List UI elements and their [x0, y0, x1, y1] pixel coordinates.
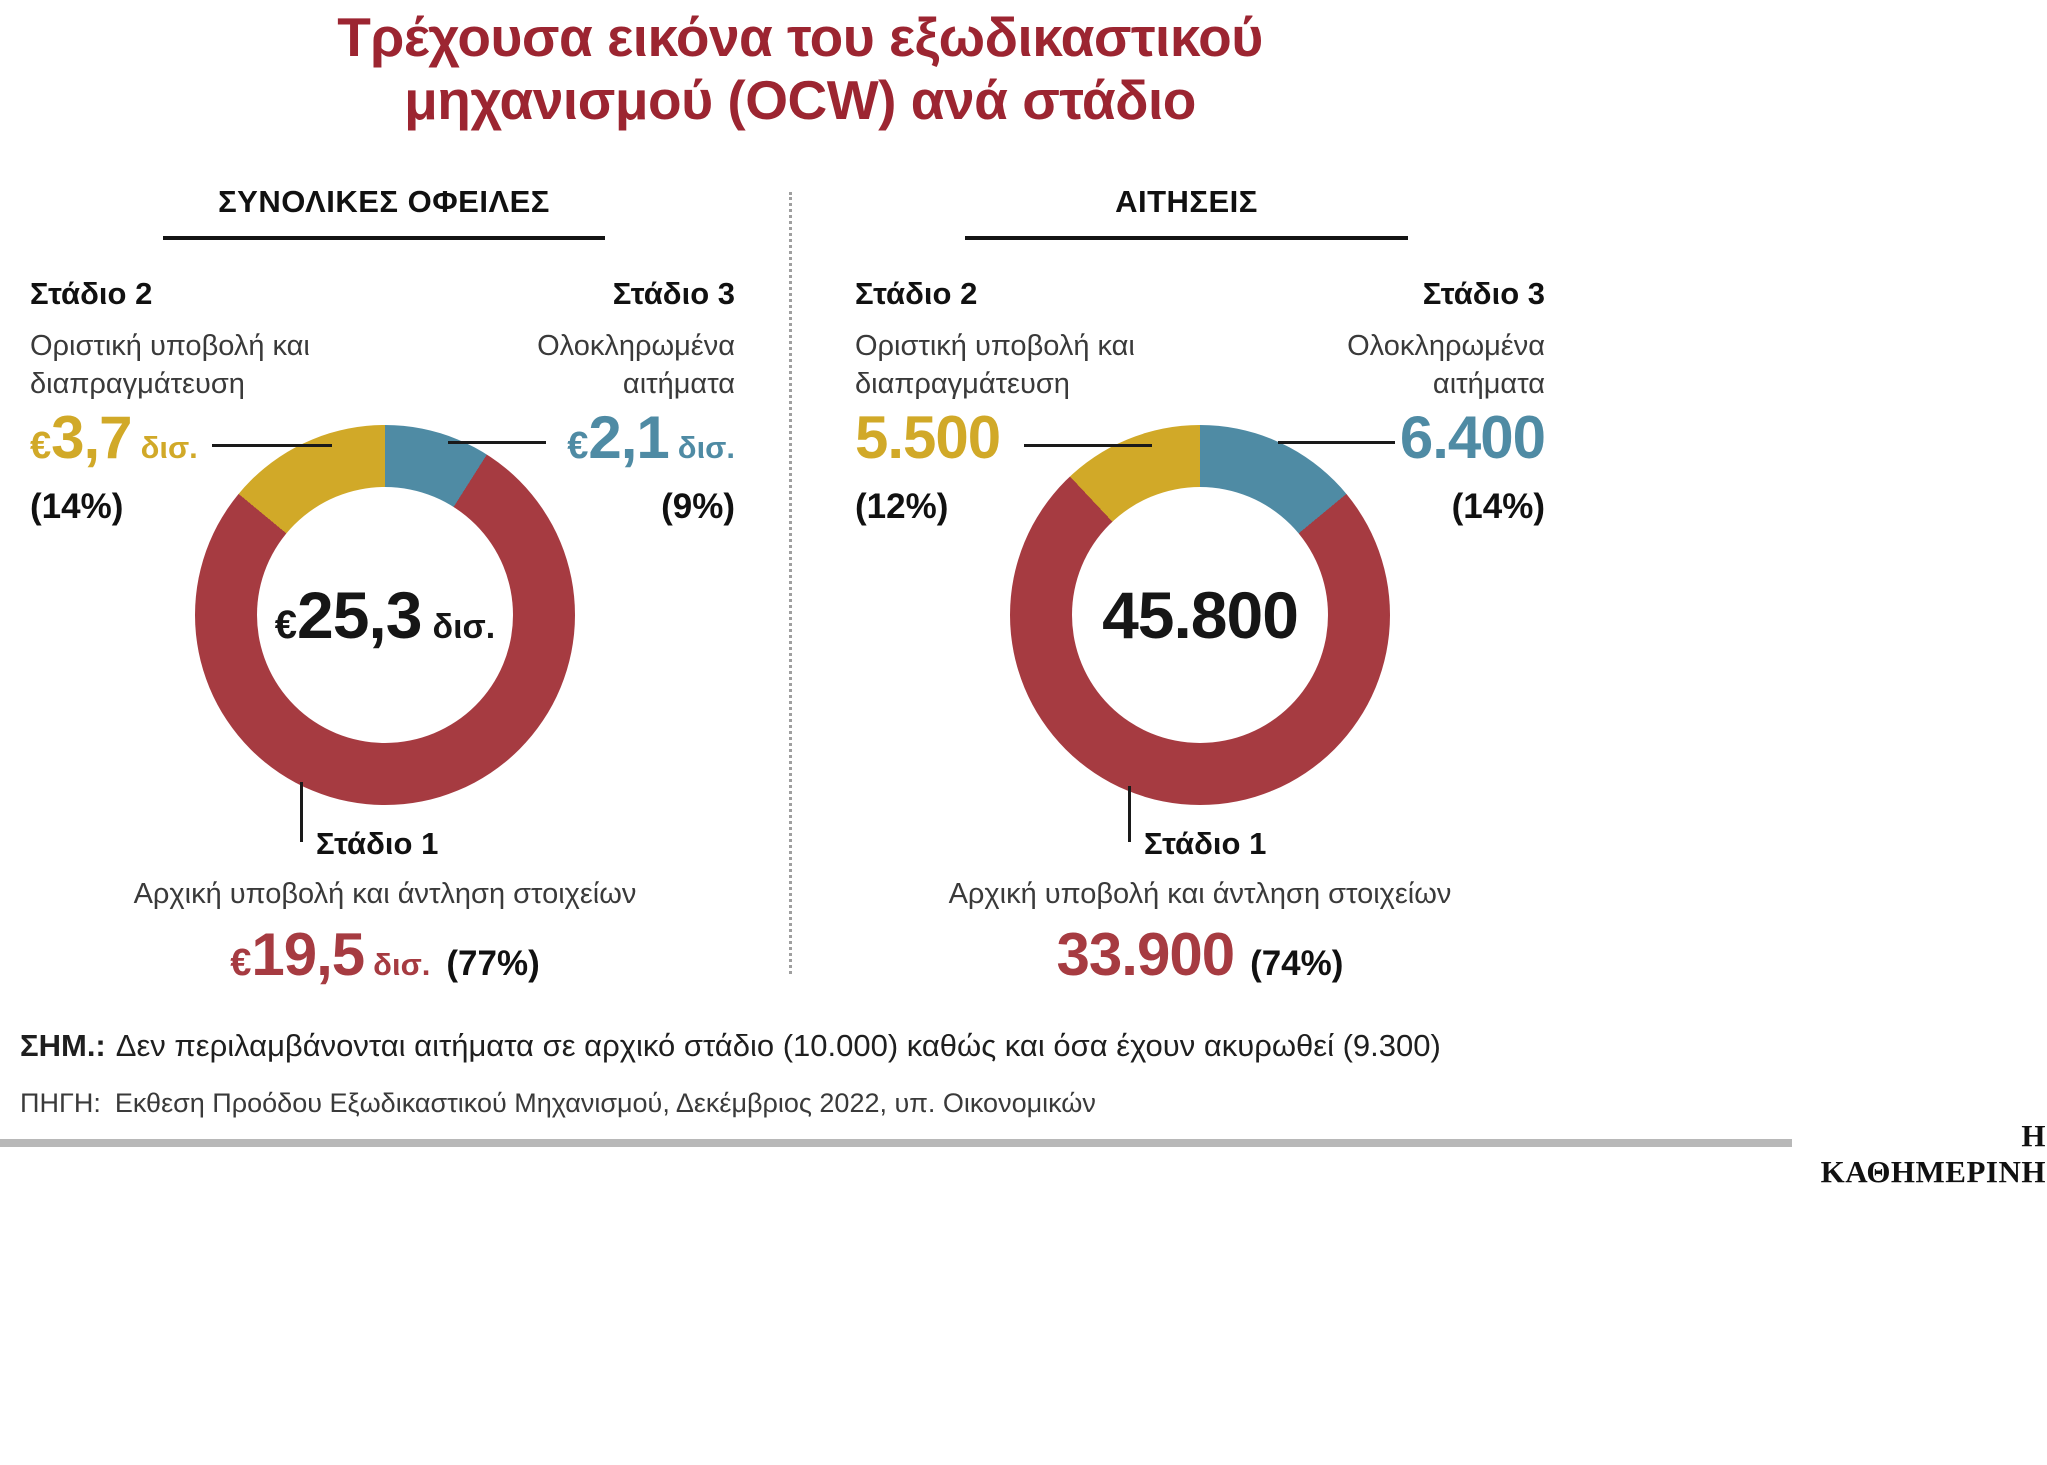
right-stage2-pct: (12%) — [855, 487, 949, 526]
left-stage1-number: 19,5 — [251, 921, 365, 988]
page-title-line1: Τρέχουσα εικόνα του εξωδικαστικού — [337, 6, 1263, 68]
right-center-number: 45.800 — [1102, 578, 1299, 652]
right-stage3-desc-line2: αιτήματα — [1432, 367, 1545, 400]
right-stage3-number: 6.400 — [1399, 404, 1546, 471]
left-stage3-desc: Ολοκληρωμένα αιτήματα — [420, 328, 735, 403]
right-callout-line-stage1 — [1128, 786, 1131, 842]
footnote: ΣΗΜ.: Δεν περιλαμβάνονται αιτήματα σε αρχ… — [20, 1028, 1441, 1064]
right-stage2-label: Στάδιο 2 — [855, 276, 978, 311]
page-title: Τρέχουσα εικόνα του εξωδικαστικού μηχανι… — [0, 6, 1600, 131]
left-stage2-desc-line2: διαπραγμάτευση — [30, 367, 245, 400]
right-stage2-desc-line1: Οριστική υποβολή και — [855, 330, 1135, 362]
page-title-line2: μηχανισμού (OCW) ανά στάδιο — [404, 68, 1196, 131]
donut-total-debts-center-value: € 25,3 δισ. — [275, 577, 496, 653]
right-stage2-number: 5.500 — [855, 404, 1001, 471]
source-label: ΠΗΓΗ: — [20, 1088, 101, 1118]
left-stage3-value: € 2,1 δισ. — [420, 403, 735, 472]
right-stage3-desc-line1: Ολοκληρωμένα — [1347, 330, 1545, 362]
left-stage2-value: € 3,7 δισ. — [30, 403, 198, 472]
left-center-number: 25,3 — [297, 578, 422, 652]
right-callout-line-stage3 — [1278, 441, 1395, 444]
left-stage2-currency: € — [30, 425, 52, 467]
left-stage3-pct: (9%) — [661, 487, 735, 526]
left-stage3-number: 2,1 — [588, 404, 669, 471]
right-stage1-value: 33.900 (74%) — [900, 920, 1500, 989]
left-stage1-pct: (77%) — [446, 944, 540, 983]
donut-total-debts-hole: € 25,3 δισ. — [257, 487, 513, 743]
donut-applications: 45.800 — [1010, 425, 1390, 805]
vertical-divider — [789, 192, 792, 974]
left-stage2-desc-line1: Οριστική υποβολή και — [30, 330, 310, 362]
left-stage1-value: € 19,5 δισ. (77%) — [85, 920, 685, 989]
left-stage2-desc: Οριστική υποβολή και διαπραγμάτευση — [30, 328, 390, 403]
section-header-applications: ΑΙΤΗΣΕΙΣ — [965, 184, 1408, 240]
left-stage3-desc-line2: αιτήματα — [622, 367, 735, 400]
right-stage1-desc: Αρχική υποβολή και άντληση στοιχείων — [948, 878, 1452, 910]
left-stage3-currency: € — [567, 425, 589, 467]
right-stage3-label: Στάδιο 3 — [1422, 276, 1545, 311]
donut-total-debts: € 25,3 δισ. — [195, 425, 575, 805]
right-stage1-number: 33.900 — [1056, 921, 1236, 988]
right-stage1-pct: (74%) — [1250, 944, 1344, 983]
left-stage2-label: Στάδιο 2 — [30, 276, 153, 311]
left-callout-line-stage2 — [212, 444, 332, 447]
donut-applications-hole: 45.800 — [1072, 487, 1328, 743]
right-callout-line-stage2 — [1024, 444, 1152, 447]
right-stage2-desc-line2: διαπραγμάτευση — [855, 367, 1070, 400]
section-header-total-debts: ΣΥΝΟΛΙΚΕΣ ΟΦΕΙΛΕΣ — [163, 184, 605, 240]
left-stage3-label: Στάδιο 3 — [612, 276, 735, 311]
right-stage2-value: 5.500 — [855, 403, 1001, 472]
left-stage3-desc-line1: Ολοκληρωμένα — [537, 330, 735, 362]
left-stage1-desc: Αρχική υποβολή και άντληση στοιχείων — [133, 878, 637, 910]
left-center-currency: € — [274, 603, 297, 647]
footnote-text: Δεν περιλαμβάνονται αιτήματα σε αρχικό σ… — [115, 1028, 1441, 1063]
source-text: Εκθεση Προόδου Εξωδικαστικού Μηχανισμού,… — [114, 1088, 1096, 1118]
left-stage2-pct: (14%) — [30, 487, 124, 526]
bottom-rule — [0, 1139, 1792, 1147]
left-stage1-currency: € — [230, 942, 252, 984]
donut-applications-center-value: 45.800 — [1102, 577, 1299, 653]
left-center-unit: δισ. — [432, 608, 496, 646]
left-stage2-number: 3,7 — [51, 404, 132, 471]
left-callout-line-stage1 — [300, 782, 303, 842]
footnote-label: ΣΗΜ.: — [20, 1028, 106, 1063]
right-stage3-pct: (14%) — [1451, 487, 1545, 526]
left-stage1-label: Στάδιο 1 — [316, 826, 439, 861]
left-stage3-unit: δισ. — [677, 430, 735, 465]
left-stage2-unit: δισ. — [140, 430, 198, 465]
kathimerini-logo: Η ΚΑΘΗΜΕΡΙΝΗ — [1820, 1118, 2046, 1189]
right-stage3-value: 6.400 — [1235, 403, 1546, 472]
left-stage1-unit: δισ. — [373, 947, 431, 982]
right-stage2-desc: Οριστική υποβολή και διαπραγμάτευση — [855, 328, 1215, 403]
left-callout-line-stage3 — [448, 441, 546, 444]
source-line: ΠΗΓΗ: Εκθεση Προόδου Εξωδικαστικού Μηχανι… — [20, 1088, 1096, 1119]
right-stage3-desc: Ολοκληρωμένα αιτήματα — [1235, 328, 1545, 403]
right-stage1-label: Στάδιο 1 — [1144, 826, 1267, 861]
